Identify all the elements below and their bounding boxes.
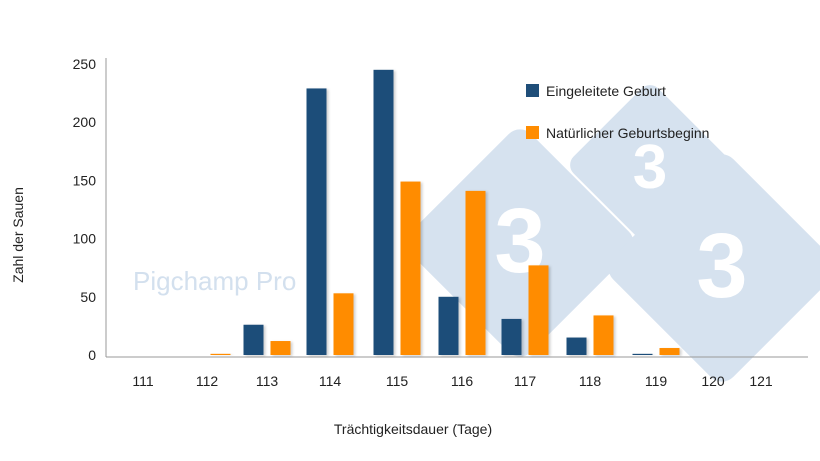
x-tick-label: 117 [514,373,537,389]
bar-natural-116 [465,190,486,355]
bars-group [210,69,680,355]
legend-label-induced: Eingeleitete Geburt [546,83,666,99]
watermark-digit: 3 [696,215,747,317]
watermark-digit: 3 [633,133,667,202]
y-tick-label: 200 [73,114,97,130]
x-tick-label: 120 [701,373,725,389]
watermark-logo: 3 3 3 [406,85,820,382]
bar-natural-114 [333,293,354,355]
x-tick-label: 112 [196,373,219,389]
bar-induced-118 [566,337,587,355]
x-tick-label: 111 [132,373,153,389]
bar-natural-115 [400,181,421,355]
y-tick-label: 250 [73,56,97,72]
bar-induced-119 [632,353,653,355]
bar-natural-112 [210,353,231,355]
legend-label-natural: Natürlicher Geburtsbeginn [546,125,709,141]
legend-swatch-natural [526,126,539,139]
watermark-diamond-left [406,129,634,357]
legend: Eingeleitete Geburt Natürlicher Geburtsb… [526,83,709,141]
legend-swatch-induced [526,84,539,97]
y-axis-ticks: 0 50 100 150 200 250 [73,56,97,363]
bar-natural-118 [593,315,614,355]
y-axis-title: Zahl der Sauen [10,187,26,283]
bar-natural-117 [528,265,549,355]
y-tick-label: 100 [73,231,97,247]
x-tick-label: 116 [451,373,474,389]
x-axis-ticks: 111 112 113 114 115 116 117 118 119 120 121 [132,373,773,389]
bar-natural-113 [270,341,291,355]
watermark-text: Pigchamp Pro [133,266,296,296]
watermark-diamond-right [608,154,820,382]
x-tick-label: 114 [319,373,342,389]
x-tick-label: 115 [386,373,409,389]
bar-induced-114 [306,88,327,355]
y-tick-label: 50 [80,289,96,305]
bar-induced-116 [438,296,459,355]
y-tick-label: 0 [88,347,96,363]
x-tick-label: 119 [645,373,668,389]
x-tick-label: 121 [749,373,773,389]
bar-induced-115 [373,69,394,355]
bar-natural-119 [659,348,680,355]
x-tick-label: 118 [579,373,602,389]
y-tick-label: 150 [73,172,97,188]
x-axis-title: Trächtigkeitsdauer (Tage) [334,421,492,437]
bar-induced-113 [243,324,264,355]
x-tick-label: 113 [256,373,279,389]
bar-induced-117 [501,318,522,355]
